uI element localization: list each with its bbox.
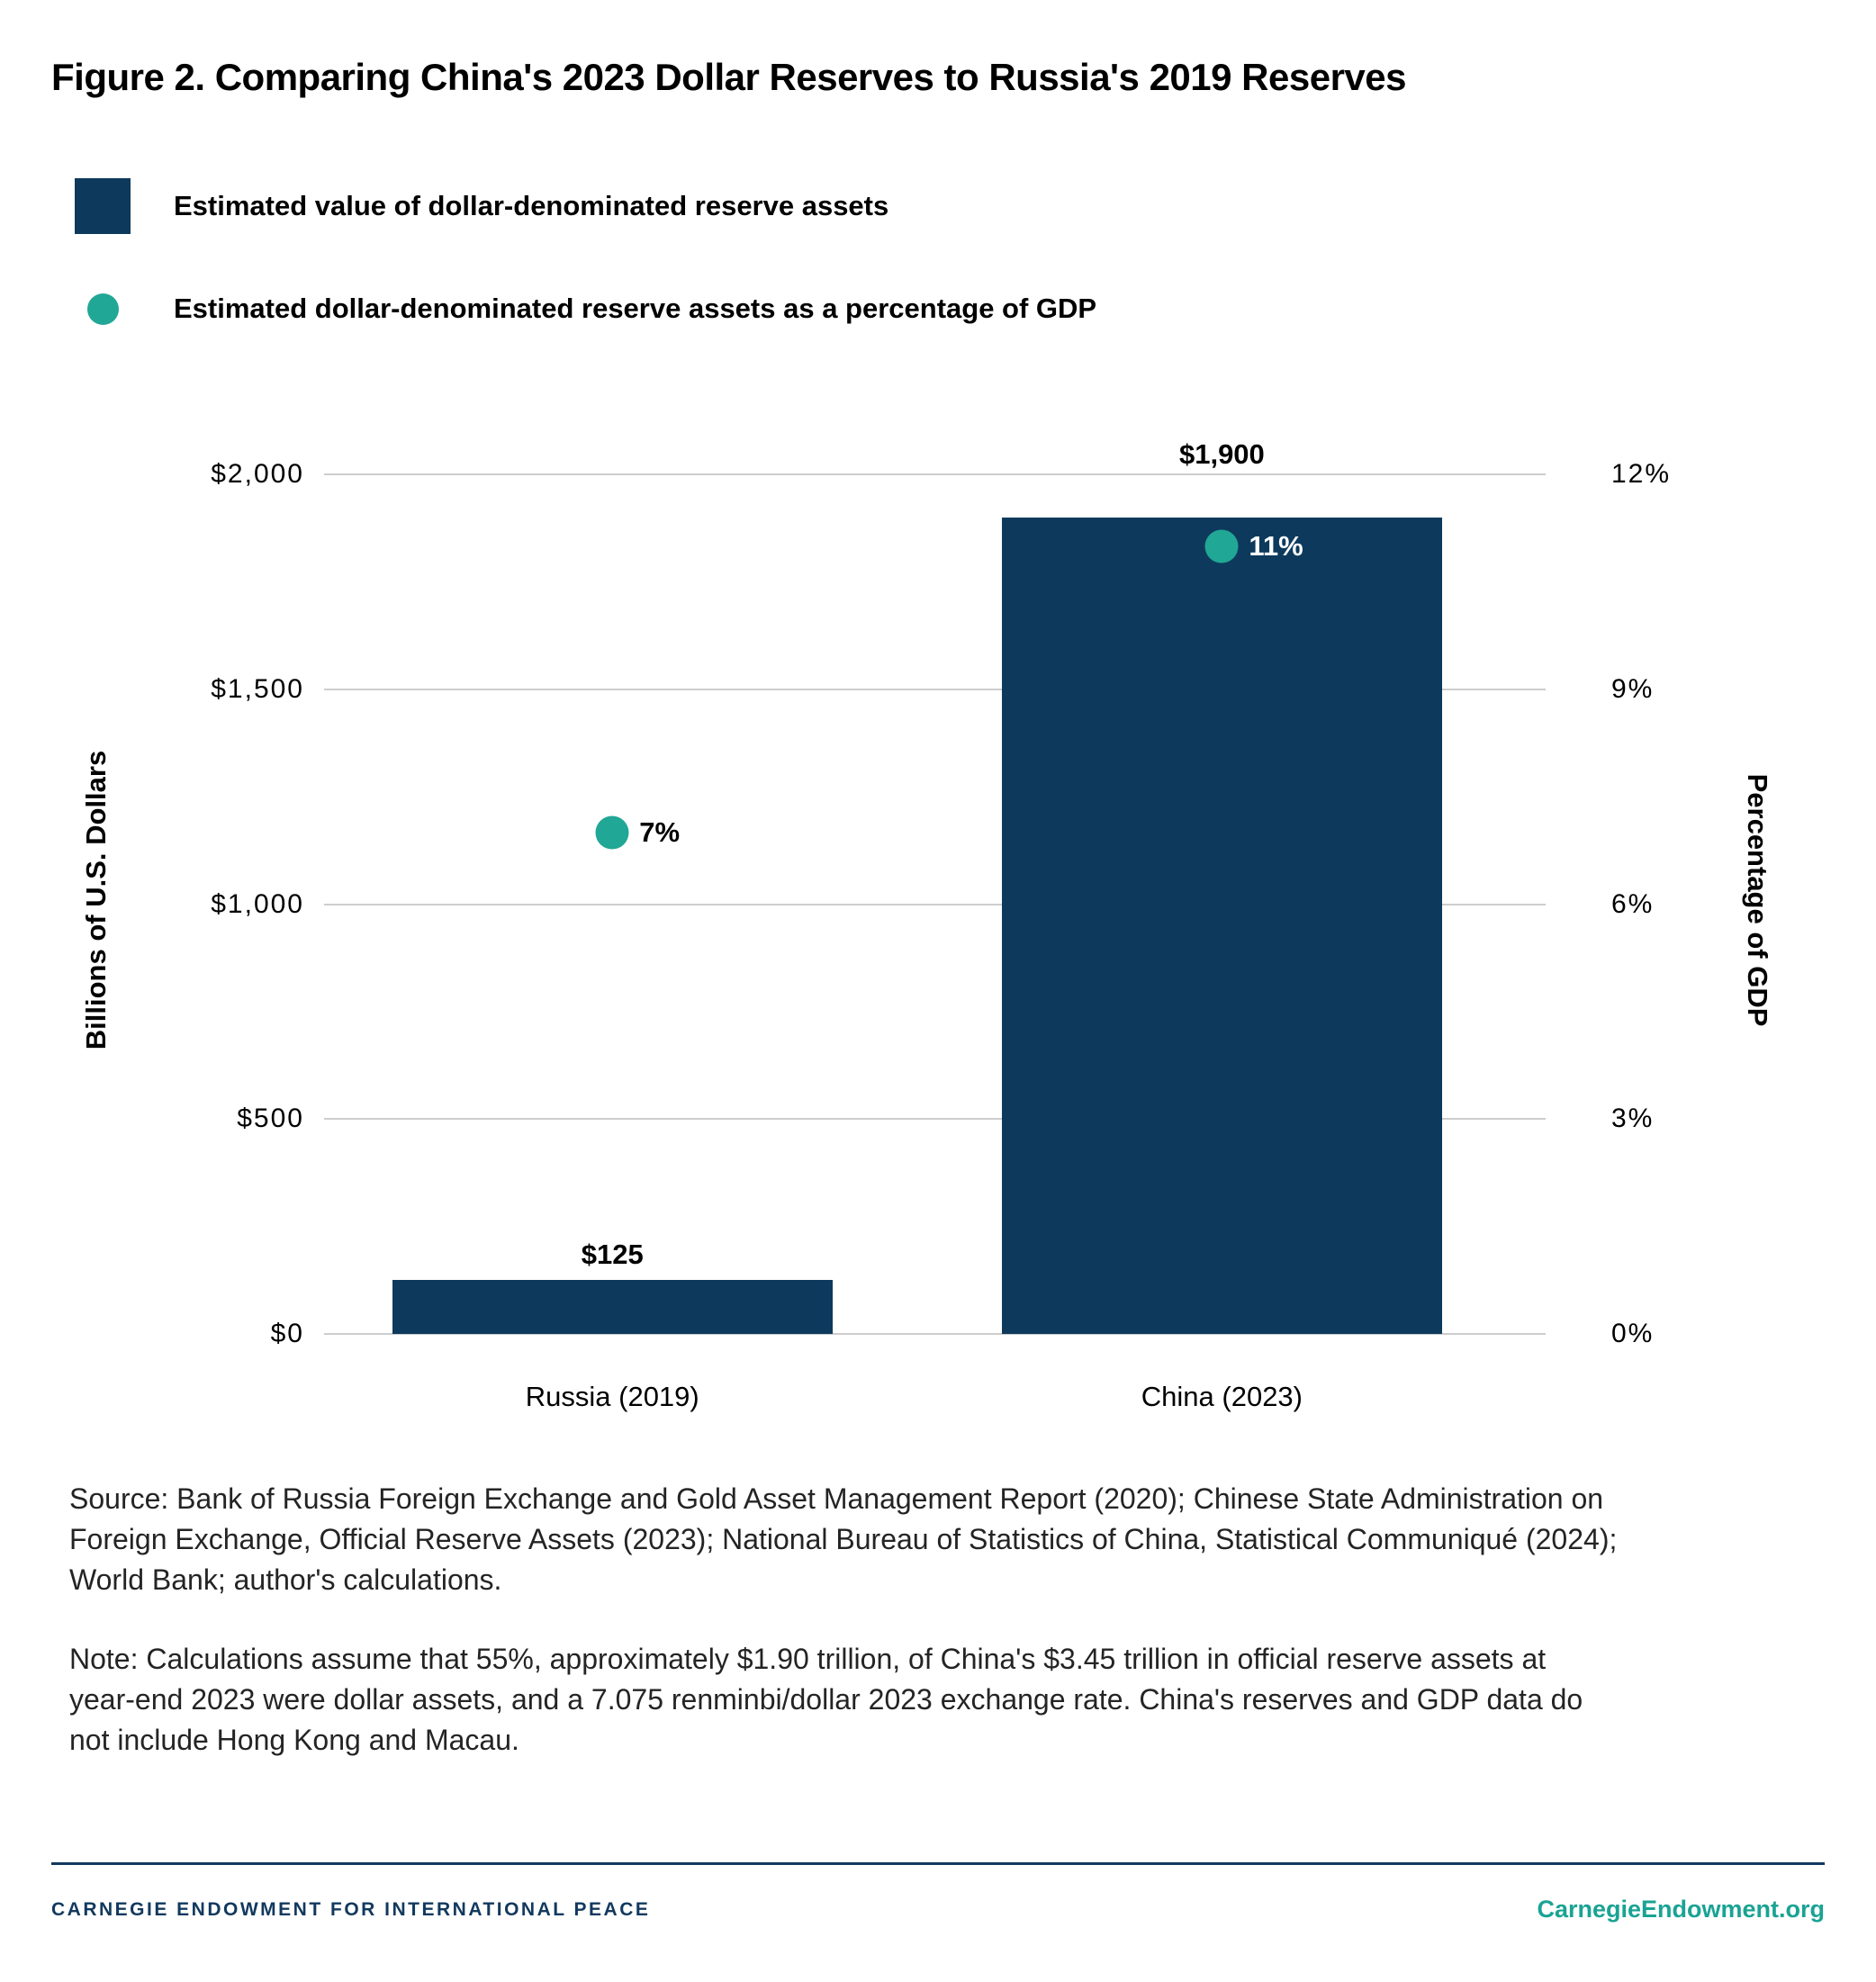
bar-russia	[392, 1280, 833, 1334]
dot-series-swatch	[86, 293, 119, 325]
gridline	[324, 1333, 1546, 1335]
note-line: Note: Calculations assume that 55%, appr…	[69, 1643, 1547, 1675]
right-axis-tick-label: 6%	[1611, 888, 1655, 919]
left-axis-tick-label: $2,000	[211, 459, 304, 489]
bar-series-swatch	[75, 178, 131, 234]
source-note: Source: Bank of Russia Foreign Exchange …	[69, 1479, 1617, 1600]
legend-item-gdp-share: Estimated dollar-denominated reserve ass…	[75, 293, 1096, 325]
bar-china	[1002, 517, 1442, 1334]
gdp-share-point-label: 7%	[639, 815, 681, 848]
left-axis-tick-label: $500	[237, 1104, 304, 1134]
legend-label-gdp-share: Estimated dollar-denominated reserve ass…	[174, 293, 1097, 324]
note-line: not include Hong Kong and Macau.	[69, 1724, 519, 1756]
right-axis-tick-label: 0%	[1611, 1319, 1655, 1348]
legend: Estimated value of dollar-denominated re…	[75, 178, 1096, 325]
methodology-note: Note: Calculations assume that 55%, appr…	[69, 1639, 1583, 1761]
legend-label-reserve-value: Estimated value of dollar-denominated re…	[174, 190, 889, 221]
right-axis-tick-label: 12%	[1611, 459, 1672, 489]
gridline	[324, 903, 1546, 905]
source-line: World Bank; author's calculations.	[69, 1563, 502, 1596]
swatch-box	[75, 178, 131, 234]
gdp-share-point	[595, 815, 629, 850]
footer-org-name: CARNEGIE ENDOWMENT FOR INTERNATIONAL PEA…	[51, 1898, 651, 1920]
left-axis-tick-label: $0	[270, 1319, 304, 1348]
gdp-share-point-label: 11%	[1249, 529, 1303, 562]
left-axis-tick-label: $1,500	[211, 673, 304, 704]
gridline	[324, 688, 1546, 690]
figure-title: Figure 2. Comparing China's 2023 Dollar …	[51, 56, 1407, 98]
right-axis-tick-label: 3%	[1611, 1104, 1655, 1134]
bar-value-label: $1,900	[1178, 437, 1265, 470]
note-line: year-end 2023 were dollar assets, and a …	[69, 1683, 1583, 1716]
gridline	[324, 473, 1546, 475]
plot-area: $2,000 12% $1,500 9% $1,000 6% $500 3% $0 0% $125 7…	[211, 438, 1669, 1412]
legend-item-reserve-value: Estimated value of dollar-denominated re…	[75, 178, 1096, 234]
category-label: China (2023)	[1141, 1381, 1303, 1412]
category-label: Russia (2019)	[525, 1381, 699, 1412]
right-axis-tick-label: 9%	[1611, 673, 1655, 704]
source-line: Foreign Exchange, Official Reserve Asset…	[69, 1523, 1618, 1555]
footer-divider	[51, 1862, 1825, 1865]
left-axis-tick-label: $1,000	[211, 888, 304, 919]
swatch-box	[75, 293, 131, 325]
footer: CARNEGIE ENDOWMENT FOR INTERNATIONAL PEA…	[51, 1896, 1825, 1923]
left-axis-title: Billions of U.S. Dollars	[80, 750, 112, 1050]
gdp-share-point	[1204, 529, 1239, 563]
bar-value-label: $125	[581, 1239, 644, 1271]
gridline	[324, 1118, 1546, 1121]
footer-url-link[interactable]: CarnegieEndowment.org	[1537, 1896, 1825, 1923]
right-axis-title: Percentage of GDP	[1742, 773, 1773, 1027]
source-line: Source: Bank of Russia Foreign Exchange …	[69, 1482, 1604, 1515]
